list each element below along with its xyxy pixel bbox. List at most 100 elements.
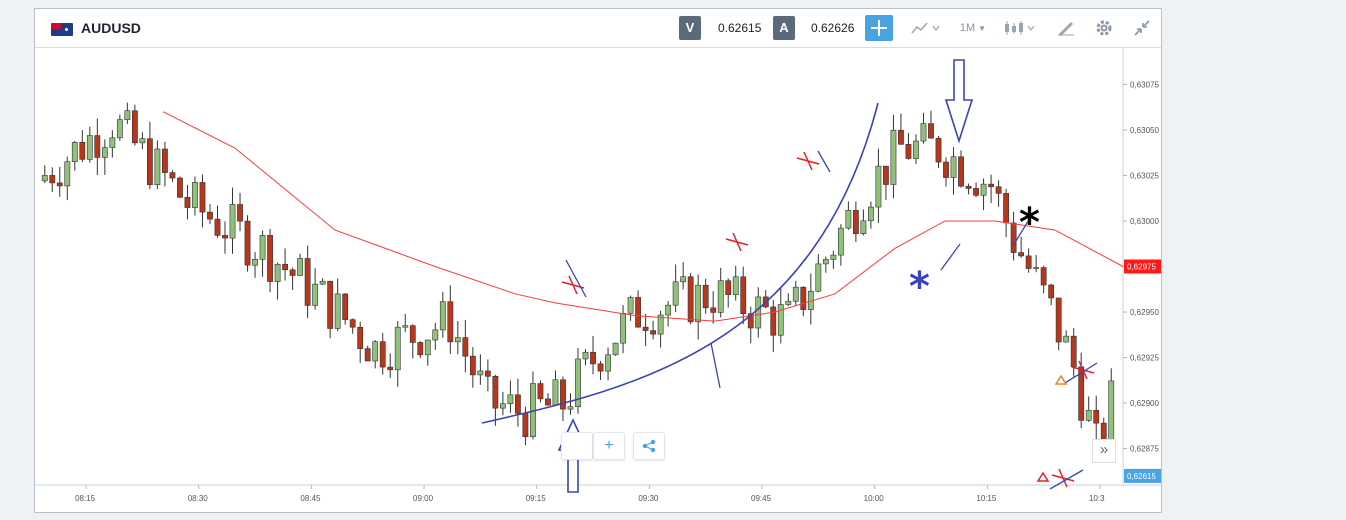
candle — [1003, 193, 1009, 224]
candle — [680, 276, 687, 283]
annotation-down-arrow — [944, 59, 974, 144]
candle — [950, 156, 957, 178]
annotation-blue-line — [565, 259, 587, 298]
crosshair-icon[interactable] — [865, 15, 893, 41]
x-tick-label: 10:15 — [976, 494, 997, 503]
last-price-label-bg — [1124, 468, 1161, 483]
candle — [424, 339, 431, 356]
chevron-down-icon: ▼ — [978, 23, 987, 33]
ask-tag[interactable]: A — [773, 16, 795, 40]
moving-average-line — [162, 111, 1124, 322]
candle — [237, 204, 243, 222]
candle — [552, 379, 559, 406]
candle — [695, 284, 702, 323]
ask-price[interactable]: 0.62626 — [811, 21, 855, 35]
candle — [342, 293, 349, 320]
candle — [409, 325, 416, 343]
candle — [965, 185, 972, 189]
symbol-title[interactable]: AUDUSD — [81, 20, 141, 36]
candle — [274, 263, 281, 282]
indicators-icon[interactable] — [909, 15, 943, 41]
gear-icon[interactable] — [1089, 15, 1119, 41]
candle — [139, 138, 146, 144]
candle — [1070, 335, 1077, 368]
candle — [657, 314, 664, 335]
candle — [64, 161, 71, 187]
candle — [387, 366, 394, 371]
candle — [515, 394, 521, 414]
annotation-triangle-red — [1036, 471, 1050, 482]
candle — [192, 182, 198, 208]
annotation-blue-line — [1049, 469, 1084, 490]
candle — [94, 135, 101, 158]
candle — [642, 326, 649, 331]
candle — [154, 148, 161, 186]
y-tick-label: 0,62925 — [1130, 354, 1159, 363]
annotation-asterisk-blue: * — [909, 264, 930, 310]
candle — [590, 351, 596, 365]
bid-price[interactable]: 0.62615 — [718, 21, 762, 35]
annotation-red-x — [568, 275, 578, 295]
y-tick-label: 0,62900 — [1130, 399, 1159, 408]
annotation-blue-line — [1012, 217, 1031, 247]
bid-tag[interactable]: V — [679, 16, 701, 40]
candle — [184, 196, 191, 208]
candle — [815, 263, 822, 292]
candle — [357, 326, 364, 349]
annotation-red-x — [1078, 360, 1088, 380]
x-tick-label: 08:30 — [188, 494, 209, 503]
annotation-blue-line — [1064, 362, 1098, 384]
share-icon[interactable] — [633, 432, 665, 460]
candle — [79, 141, 86, 160]
candle — [672, 281, 679, 306]
ma-price-label-bg — [1124, 259, 1161, 274]
candle — [860, 220, 867, 235]
candle — [1063, 335, 1070, 343]
candle — [898, 129, 904, 145]
candle — [943, 161, 949, 178]
collapse-icon[interactable] — [1127, 15, 1157, 41]
price-chart[interactable]: 0,63075 0,63050 0,63025 0,63000 0,62950 0,629… — [35, 48, 1161, 513]
candle — [612, 342, 619, 356]
candle — [507, 394, 514, 405]
candle — [770, 306, 777, 336]
candle — [394, 326, 401, 371]
candle — [883, 165, 889, 185]
candle — [710, 307, 717, 313]
draw-icon[interactable] — [1051, 15, 1081, 41]
candle — [545, 398, 551, 406]
candle — [800, 286, 807, 310]
candle — [289, 269, 296, 276]
candle — [454, 337, 461, 343]
candle — [131, 110, 138, 144]
candle — [259, 235, 266, 260]
x-tick-label: 09:15 — [526, 494, 547, 503]
candle — [439, 301, 446, 331]
x-tick-label: 09:45 — [751, 494, 772, 503]
candle — [732, 276, 739, 295]
candle — [830, 254, 837, 260]
timeframe-dropdown[interactable]: 1M ▼ — [953, 15, 993, 41]
candle — [687, 276, 694, 323]
candle — [109, 137, 116, 148]
candles-icon[interactable] — [1000, 15, 1040, 41]
candle — [980, 183, 987, 196]
x-tick-label: 10:00 — [864, 494, 885, 503]
candle — [124, 110, 131, 120]
y-tick-label: 0,62875 — [1130, 445, 1159, 454]
last-price-label: 0,62615 — [1127, 472, 1156, 481]
candle — [1033, 267, 1040, 269]
candle — [207, 211, 213, 220]
candle — [522, 413, 529, 437]
candle — [229, 204, 236, 239]
scroll-more-button[interactable]: » — [1092, 439, 1116, 463]
add-button[interactable]: + — [593, 432, 625, 460]
candle — [575, 358, 581, 408]
annotation-red-x — [803, 151, 813, 171]
candle — [447, 301, 454, 343]
candle — [1100, 422, 1107, 441]
candle — [747, 313, 754, 329]
candle — [875, 165, 882, 208]
candle — [973, 188, 979, 196]
candle — [222, 235, 228, 239]
